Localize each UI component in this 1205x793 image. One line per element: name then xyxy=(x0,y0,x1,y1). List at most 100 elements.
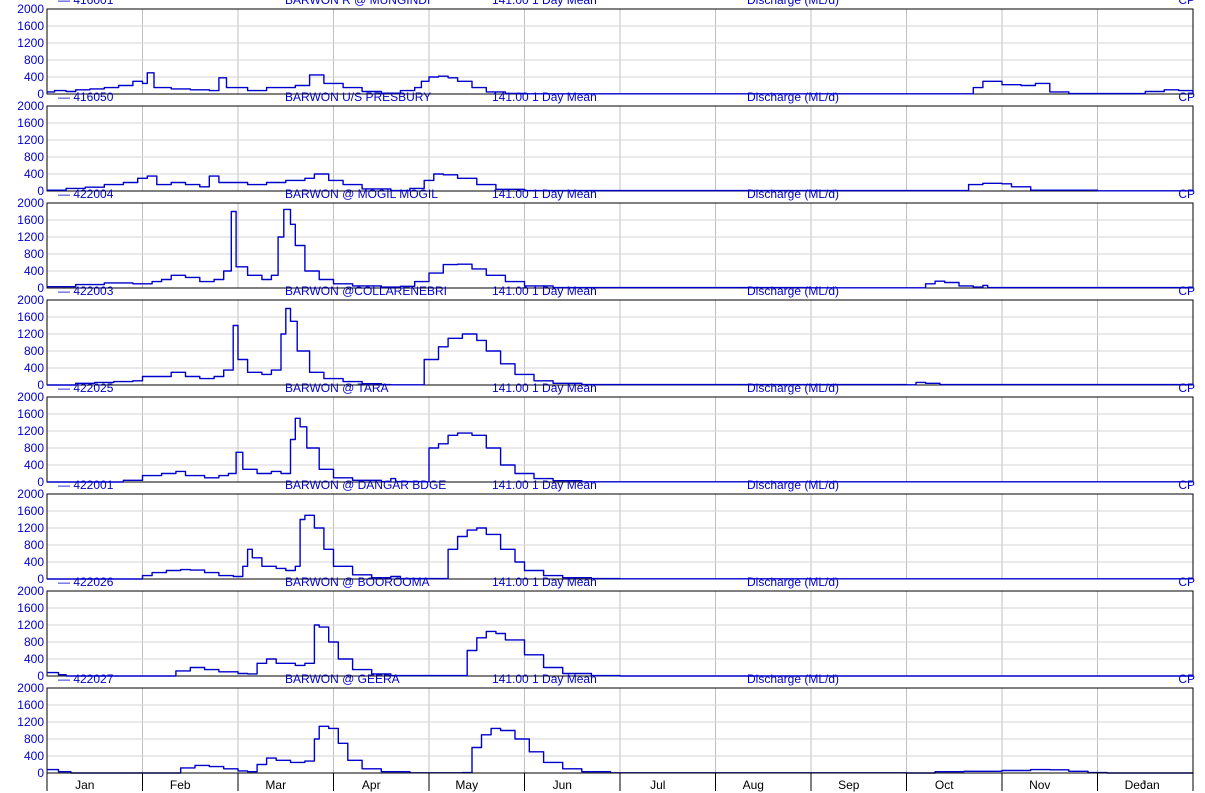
quantity-label: Discharge (ML/d) xyxy=(747,90,839,104)
y-tick-label: 800 xyxy=(24,441,44,455)
quantity-label: Discharge (ML/d) xyxy=(747,575,839,589)
variable-label: 141.00 1 Day Mean xyxy=(492,187,597,201)
variable-label: 141.00 1 Day Mean xyxy=(492,90,597,104)
y-tick-label: 1200 xyxy=(17,230,44,244)
y-tick-label: 800 xyxy=(24,732,44,746)
y-tick-label: 1600 xyxy=(17,407,44,421)
y-tick-label: 800 xyxy=(24,344,44,358)
right-label: CP xyxy=(1178,478,1195,492)
variable-label: 141.00 1 Day Mean xyxy=(492,575,597,589)
right-label: CP xyxy=(1178,381,1195,395)
y-tick-label: 400 xyxy=(24,361,44,375)
y-tick-label: 0 xyxy=(37,184,44,198)
y-tick-label: 2000 xyxy=(17,99,44,113)
series-legend-label: — 422001 xyxy=(58,478,114,492)
variable-label: 141.00 1 Day Mean xyxy=(492,672,597,686)
right-label: CP xyxy=(1178,90,1195,104)
y-tick-label: 1600 xyxy=(17,698,44,712)
site-name-label: BARWON @ BOOROOMA xyxy=(285,575,430,589)
x-tick-label-oct: Oct xyxy=(935,778,954,792)
series-legend-label: — 416001 xyxy=(58,0,114,7)
y-tick-label: 2000 xyxy=(17,584,44,598)
site-name-label: BARWON @ DANGAR BDGE xyxy=(285,478,446,492)
y-tick-label: 1200 xyxy=(17,521,44,535)
y-tick-label: 2000 xyxy=(17,2,44,16)
quantity-label: Discharge (ML/d) xyxy=(747,478,839,492)
y-tick-label: 1200 xyxy=(17,715,44,729)
variable-label: 141.00 1 Day Mean xyxy=(492,284,597,298)
quantity-label: Discharge (ML/d) xyxy=(747,381,839,395)
panel-416050: 0 400 800 1200 1600 2000 — 416050 BARWON U/S PR… xyxy=(17,90,1195,198)
panel-422003: 0 400 800 1200 1600 2000 — 422003 BARWON @COLLA… xyxy=(17,284,1195,392)
y-tick-label: 400 xyxy=(24,264,44,278)
quantity-label: Discharge (ML/d) xyxy=(747,672,839,686)
quantity-label: Discharge (ML/d) xyxy=(747,0,839,7)
x-tick-label-jun: Jun xyxy=(553,778,572,792)
series-legend-label: — 416050 xyxy=(58,90,114,104)
y-tick-label: 800 xyxy=(24,538,44,552)
y-tick-label: 1600 xyxy=(17,504,44,518)
right-label: CP xyxy=(1178,284,1195,298)
series-line-422027 xyxy=(47,725,1193,774)
y-tick-label: 400 xyxy=(24,652,44,666)
series-legend-label: — 422027 xyxy=(58,672,114,686)
series-line-422003 xyxy=(47,307,1194,386)
y-tick-label: 1200 xyxy=(17,327,44,341)
x-tick-label-feb: Feb xyxy=(170,778,191,792)
y-tick-label: 400 xyxy=(24,458,44,472)
right-label: CP xyxy=(1178,187,1195,201)
y-tick-label: 1200 xyxy=(17,618,44,632)
y-tick-label: 400 xyxy=(24,749,44,763)
series-legend-label: — 422026 xyxy=(58,575,114,589)
y-tick-label: 2000 xyxy=(17,293,44,307)
series-line-422004 xyxy=(47,208,1194,289)
site-name-label: BARWON @ GEERA xyxy=(285,672,400,686)
site-name-label: BARWON R @ MUNGINDI xyxy=(285,0,430,7)
y-tick-label: 0 xyxy=(37,572,44,586)
y-tick-label: 2000 xyxy=(17,390,44,404)
panel-422026: 0 400 800 1200 1600 2000 — 422026 BARWON @ BOOR… xyxy=(17,575,1195,683)
y-tick-label: 1600 xyxy=(17,19,44,33)
site-name-label: BARWON U/S PRESBURY xyxy=(285,90,431,104)
panel-422004: 0 400 800 1200 1600 2000 — 422004 BARWON @ MOGI… xyxy=(17,187,1195,295)
y-tick-label: 0 xyxy=(37,378,44,392)
y-tick-label: 0 xyxy=(37,766,44,780)
y-tick-label: 0 xyxy=(37,475,44,489)
y-tick-label: 2000 xyxy=(17,196,44,210)
series-line-422025 xyxy=(47,417,1194,483)
y-tick-label: 800 xyxy=(24,247,44,261)
x-tick-label-jan: Jan xyxy=(75,778,94,792)
series-line-422026 xyxy=(47,624,1193,677)
series-legend-label: — 422004 xyxy=(58,187,114,201)
variable-label: 141.00 1 Day Mean xyxy=(492,381,597,395)
y-tick-label: 1600 xyxy=(17,310,44,324)
x-tick-label-may: May xyxy=(455,778,478,792)
y-tick-label: 2000 xyxy=(17,487,44,501)
quantity-label: Discharge (ML/d) xyxy=(747,284,839,298)
variable-label: 141.00 1 Day Mean xyxy=(492,478,597,492)
y-tick-label: 1200 xyxy=(17,36,44,50)
right-label: CP xyxy=(1178,0,1195,7)
y-tick-label: 1600 xyxy=(17,213,44,227)
x-tick-label-sep: Sep xyxy=(838,778,860,792)
x-tick-label-apr: Apr xyxy=(362,778,381,792)
x-tick-label-jul: Jul xyxy=(650,778,665,792)
site-name-label: BARWON @COLLARENEBRI xyxy=(285,284,447,298)
y-tick-label: 800 xyxy=(24,635,44,649)
x-tick-label-dec: Dec xyxy=(1125,778,1146,792)
panel-422025: 0 400 800 1200 1600 2000 — 422025 BARWON @ TARA… xyxy=(17,381,1195,489)
y-tick-label: 1200 xyxy=(17,424,44,438)
right-label: CP xyxy=(1178,672,1195,686)
x-tick-label-aug: Aug xyxy=(743,778,764,792)
y-tick-label: 2000 xyxy=(17,681,44,695)
panel-422001: 0 400 800 1200 1600 2000 — 422001 BARWON @ DANG… xyxy=(17,478,1195,586)
y-tick-label: 800 xyxy=(24,150,44,164)
series-line-422001 xyxy=(47,514,1194,580)
variable-label: 141.00 1 Day Mean xyxy=(492,0,597,7)
quantity-label: Discharge (ML/d) xyxy=(747,187,839,201)
x-tick-label-nov: Nov xyxy=(1029,778,1050,792)
y-tick-label: 0 xyxy=(37,669,44,683)
series-line-416001 xyxy=(47,72,1194,95)
